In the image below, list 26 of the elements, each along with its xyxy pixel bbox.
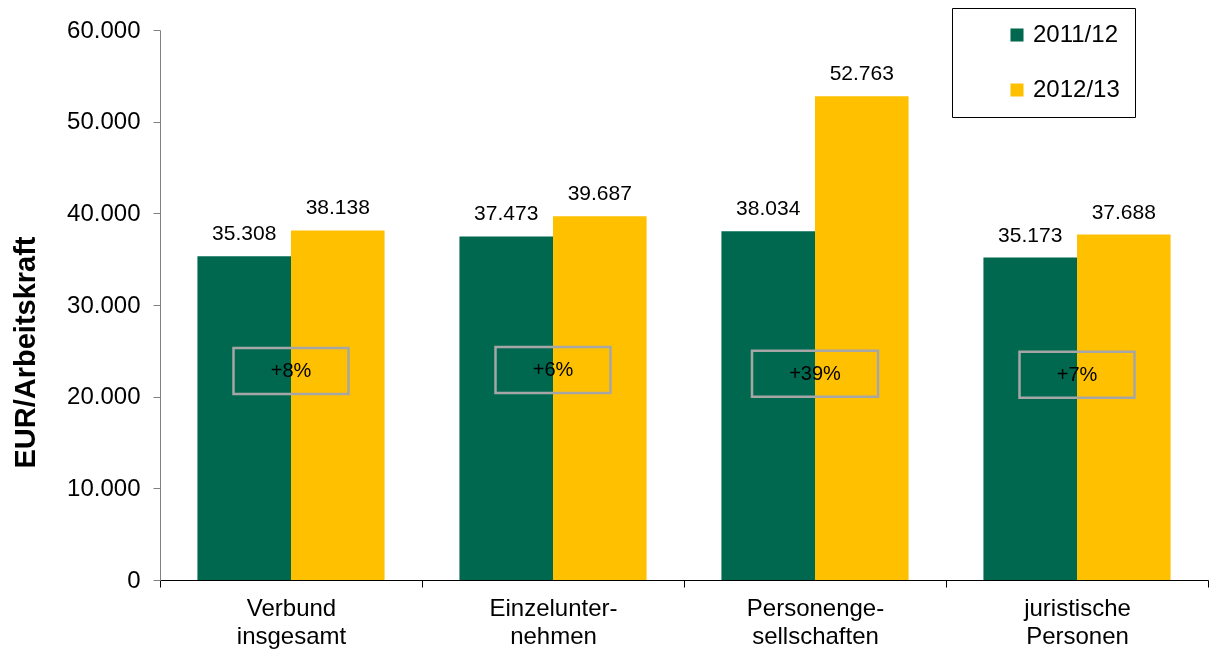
annotation: +6% [532, 358, 574, 381]
annotation: +8% [270, 359, 312, 381]
y-tick-label: 60.000 [67, 15, 141, 43]
x-tick-label: Personenge- sellschaften [746, 593, 885, 649]
annotation: +39% [789, 361, 842, 384]
y-tick-label: 40.000 [67, 198, 141, 226]
y-tick-label: 0 [127, 565, 141, 593]
data-label: 35.308 [212, 221, 277, 245]
annotation: +7% [1056, 362, 1098, 385]
data-label: 35.173 [998, 222, 1063, 246]
data-label: 37.688 [1091, 199, 1156, 223]
y-tick-label: 50.000 [67, 107, 141, 135]
data-label: 37.473 [474, 201, 539, 225]
x-tick-label: juristische Personen [1023, 593, 1131, 649]
data-label: 38.138 [305, 195, 370, 219]
data-label: 38.034 [736, 196, 801, 220]
data-label: 52.763 [829, 61, 894, 85]
legend-label: 2012/13 [1033, 75, 1120, 102]
y-tick-label: 30.000 [67, 290, 141, 318]
x-tick-label: Einzelunter- nehmen [489, 593, 618, 649]
data-label: 39.687 [567, 181, 632, 205]
legend-label: 2011/12 [1033, 20, 1118, 47]
y-tick-label: 20.000 [67, 382, 141, 410]
x-tick-label: Verbund insgesamt [236, 593, 347, 649]
y-tick-label: 10.000 [67, 473, 141, 501]
y-axis-title: EUR/Arbeitskraft [9, 236, 42, 469]
